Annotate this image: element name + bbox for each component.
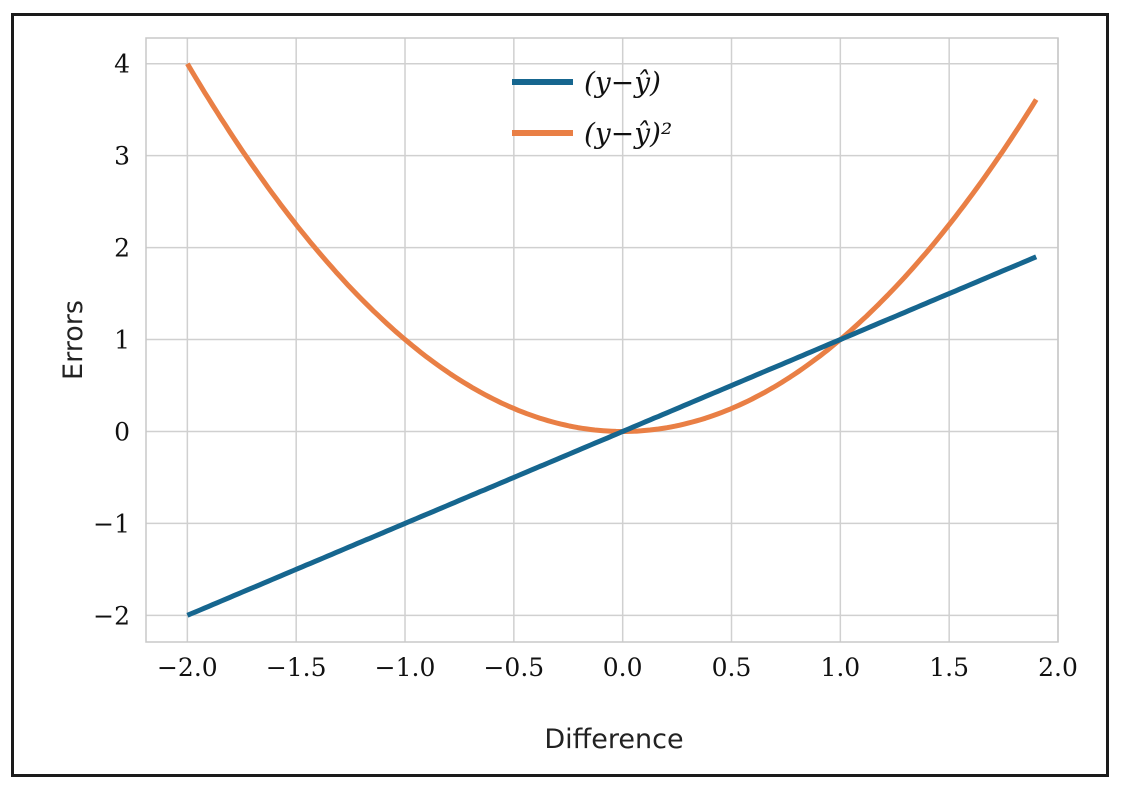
y-tick-label: 2 <box>114 234 130 263</box>
y-tick-label: 4 <box>114 50 130 79</box>
legend: (y−ŷ) (y−ŷ)² <box>512 66 672 150</box>
y-axis-label: Errors <box>58 300 89 380</box>
y-tick-label: 1 <box>114 326 130 355</box>
y-tick-label: 3 <box>114 142 130 171</box>
x-tick-label: 1.5 <box>929 653 969 682</box>
chart-frame <box>11 13 1109 777</box>
legend-label-linear: (y−ŷ) <box>584 66 661 99</box>
y-tick-label: −2 <box>93 601 130 630</box>
x-tick-label: −1.5 <box>266 653 327 682</box>
x-tick-label: 0.5 <box>712 653 752 682</box>
series-linear-line <box>186 254 1038 618</box>
legend-label-squared: (y−ŷ)² <box>584 117 672 150</box>
x-tick-label: −0.5 <box>483 653 544 682</box>
x-tick-label: 0.0 <box>603 653 643 682</box>
y-tick-label: −1 <box>93 509 130 538</box>
x-tick-label: 2.0 <box>1038 653 1078 682</box>
plot-area <box>145 37 1059 643</box>
x-tick-label: −1.0 <box>375 653 436 682</box>
series-lines <box>185 62 1039 618</box>
y-tick-label: 0 <box>114 417 130 446</box>
x-tick-label: 1.0 <box>820 653 860 682</box>
series-squared-line <box>185 62 1039 434</box>
x-tick-label: −2.0 <box>157 653 218 682</box>
x-axis-label: Difference <box>544 724 683 755</box>
ticks: −2.0 −1.5 −1.0 −0.5 0.0 0.5 1.0 1.5 2.0 −2 −1 0 1 2 3 4 <box>93 50 1078 682</box>
